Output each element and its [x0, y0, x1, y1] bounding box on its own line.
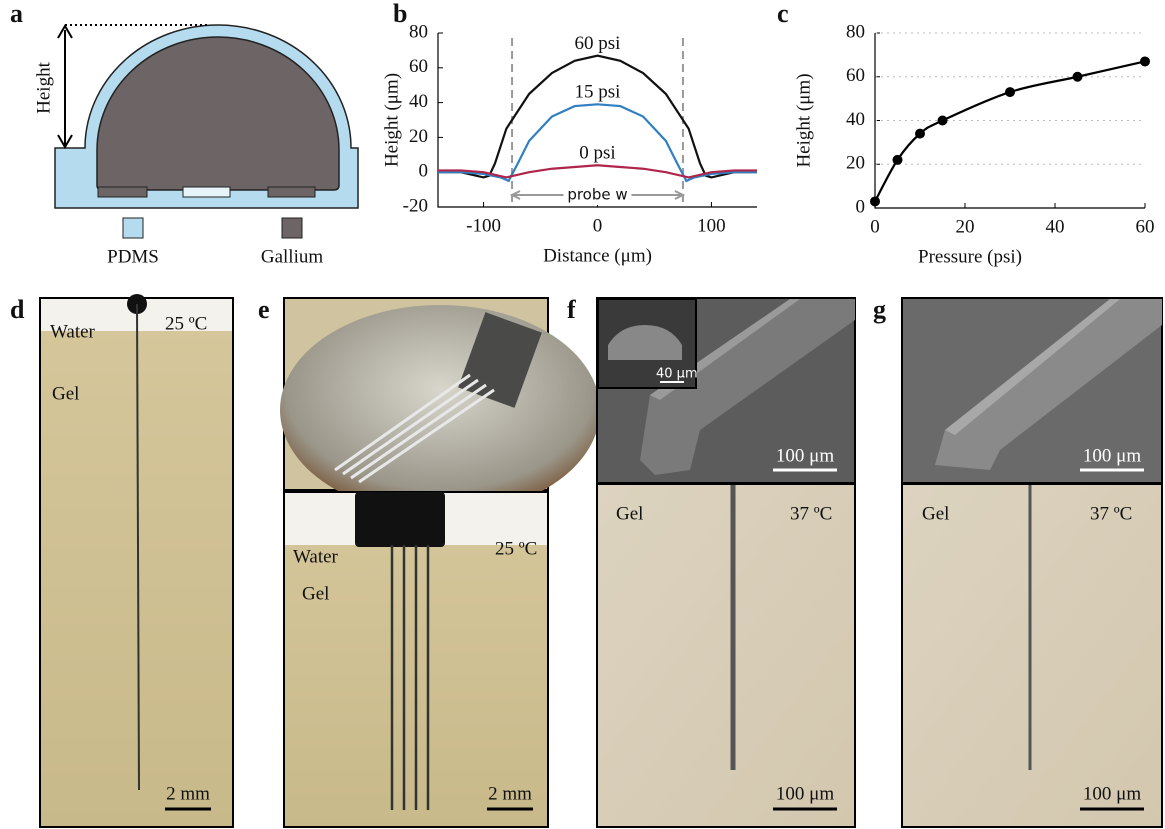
scale-bar-label: 100 μm [776, 783, 834, 804]
photo-d: Water 25 ºC Gel 2 mm [40, 294, 233, 827]
x-tick-label: 60 [1136, 216, 1155, 237]
legend-swatch [282, 218, 302, 238]
gallium-channel [268, 187, 315, 197]
empty-channel [183, 187, 230, 197]
data-point [915, 129, 925, 139]
data-point [1073, 72, 1083, 82]
sem-scale-label: 100 μm [776, 445, 834, 466]
panel-label: f [567, 295, 576, 324]
scale-bar-label: 2 mm [166, 783, 210, 804]
y-tick-label: 60 [846, 65, 865, 86]
y-tick-label: 0 [419, 161, 429, 182]
series-label: 60 psi [575, 33, 621, 54]
legend-swatch [123, 218, 143, 238]
temperature-label: 37 ºC [790, 503, 832, 524]
gel-label: Gel [922, 503, 949, 524]
x-tick-label: 20 [956, 216, 975, 237]
y-axis-label: Height (μm) [381, 73, 402, 167]
y-tick-label: -20 [403, 195, 428, 216]
temperature-label: 37 ºC [1090, 503, 1132, 524]
y-tick-label: 40 [409, 91, 428, 112]
gel-label: Gel [616, 503, 643, 524]
x-axis-label: Pressure (psi) [918, 246, 1022, 267]
legend-label: Gallium [261, 246, 323, 267]
device [355, 492, 445, 547]
gel-photo [597, 484, 855, 827]
panel-label: c [777, 0, 789, 28]
data-point [938, 116, 948, 126]
data-point [1005, 87, 1015, 97]
data-point [1140, 56, 1150, 66]
annotation: probe w [567, 186, 627, 204]
gel-photo [902, 484, 1162, 827]
photo-f: 40 μm 100 μm Gel 37 ºC 100 μm [597, 298, 855, 827]
x-tick-label: 0 [593, 215, 603, 236]
temperature-label: 25 ºC [495, 538, 537, 559]
y-tick-label: 60 [409, 56, 428, 77]
water-label: Water [293, 546, 339, 567]
panel-label: a [10, 0, 23, 28]
axes [438, 33, 757, 207]
scale-bar-label: 2 mm [488, 783, 532, 804]
x-tick-label: -100 [466, 215, 501, 236]
cross-section-diagram: Height PDMS Gallium [33, 25, 358, 267]
sem-scale-label: 100 μm [1083, 445, 1141, 466]
y-tick-label: 80 [409, 21, 428, 42]
series-line [875, 61, 1145, 201]
inset-scale-label: 40 μm [656, 367, 698, 382]
y-tick-label: 0 [856, 196, 866, 217]
water-label: Water [50, 321, 96, 342]
photo-e: Water 25 ºC Gel 2 mm [280, 298, 600, 827]
gallium-channel [98, 187, 147, 197]
height-label: Height [33, 61, 54, 113]
coin [280, 305, 600, 515]
y-tick-label: 20 [409, 126, 428, 147]
gel-label: Gel [302, 583, 329, 604]
x-axis-label: Distance (μm) [543, 245, 652, 266]
series-label: 15 psi [575, 82, 621, 103]
y-tick-label: 20 [846, 153, 865, 174]
y-tick-label: 40 [846, 109, 865, 130]
data-point [870, 196, 880, 206]
x-tick-label: 100 [697, 215, 726, 236]
y-axis-label: Height (μm) [793, 73, 814, 167]
figure: a b c d e f g Height PDMS Gallium -20 0 20 4… [0, 0, 1165, 829]
y-tick-label: 80 [846, 21, 865, 42]
panel-label: g [873, 295, 886, 324]
legend-label: PDMS [107, 246, 159, 267]
panel-label: b [393, 0, 407, 28]
series-label: 0 psi [579, 143, 615, 164]
temperature-label: 25 ºC [165, 313, 207, 334]
gel-label: Gel [52, 383, 79, 404]
charts: -20 0 20 40 60 80 -100 0 100 Distance (μm) Height … [381, 21, 1154, 267]
photo-g: 100 μm Gel 37 ºC 100 μm [902, 298, 1162, 827]
scale-bar-label: 100 μm [1083, 783, 1141, 804]
data-point [893, 155, 903, 165]
panel-label: d [10, 295, 25, 324]
x-tick-label: 0 [870, 216, 880, 237]
x-tick-label: 40 [1046, 216, 1065, 237]
panel-label: e [258, 295, 270, 324]
